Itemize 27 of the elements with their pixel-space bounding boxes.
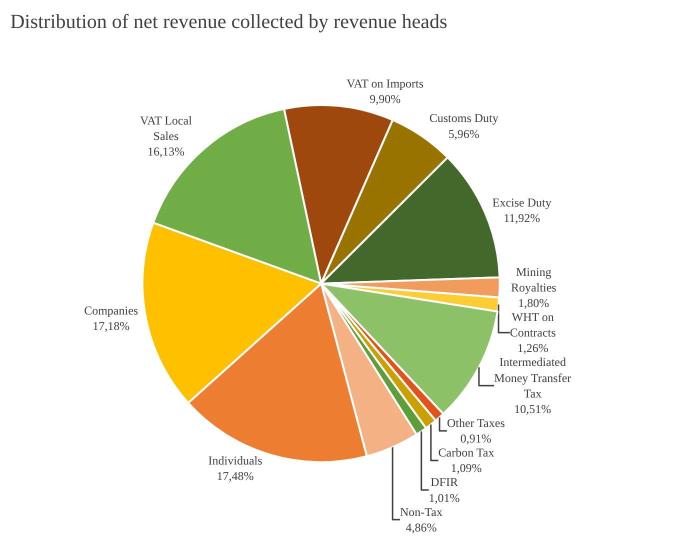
data-label: 10,51% <box>514 402 552 416</box>
data-label: 1,26% <box>517 341 548 356</box>
slice-label: Intermediated Money Transfer Tax <box>494 355 572 400</box>
data-label: 16,13% <box>147 144 184 159</box>
chart-title: Distribution of net revenue collected by revenue heads <box>10 10 448 33</box>
slice-label: WHT on Contracts <box>510 310 556 340</box>
slice-label: Individuals <box>208 454 263 468</box>
data-label: 9,90% <box>370 92 401 106</box>
slice-label: Other Taxes <box>446 416 506 430</box>
data-label: 17,18% <box>92 318 130 333</box>
data-label: 0,91% <box>460 432 492 446</box>
slice-label: Companies <box>84 303 138 318</box>
data-label: 1,01% <box>428 490 460 505</box>
slice-label: Non-Tax <box>400 504 442 519</box>
data-label: 5,96% <box>448 126 480 141</box>
data-label: 1,09% <box>450 461 482 476</box>
slice-label: Mining Royalties <box>511 264 557 294</box>
data-label: 17,48% <box>216 469 254 484</box>
slice-label: VAT on Imports <box>346 76 424 90</box>
data-label: 1,80% <box>518 296 550 310</box>
data-label: 4,86% <box>406 520 437 534</box>
slice-label: DFIR <box>430 475 458 490</box>
data-label: 11,92% <box>504 210 540 225</box>
slice-label: Customs Duty <box>429 111 498 126</box>
slice-label: VAT Local Sales <box>140 113 193 143</box>
slice-label: Carbon Tax <box>438 446 494 460</box>
slice-label: Excise Duty <box>492 195 552 210</box>
